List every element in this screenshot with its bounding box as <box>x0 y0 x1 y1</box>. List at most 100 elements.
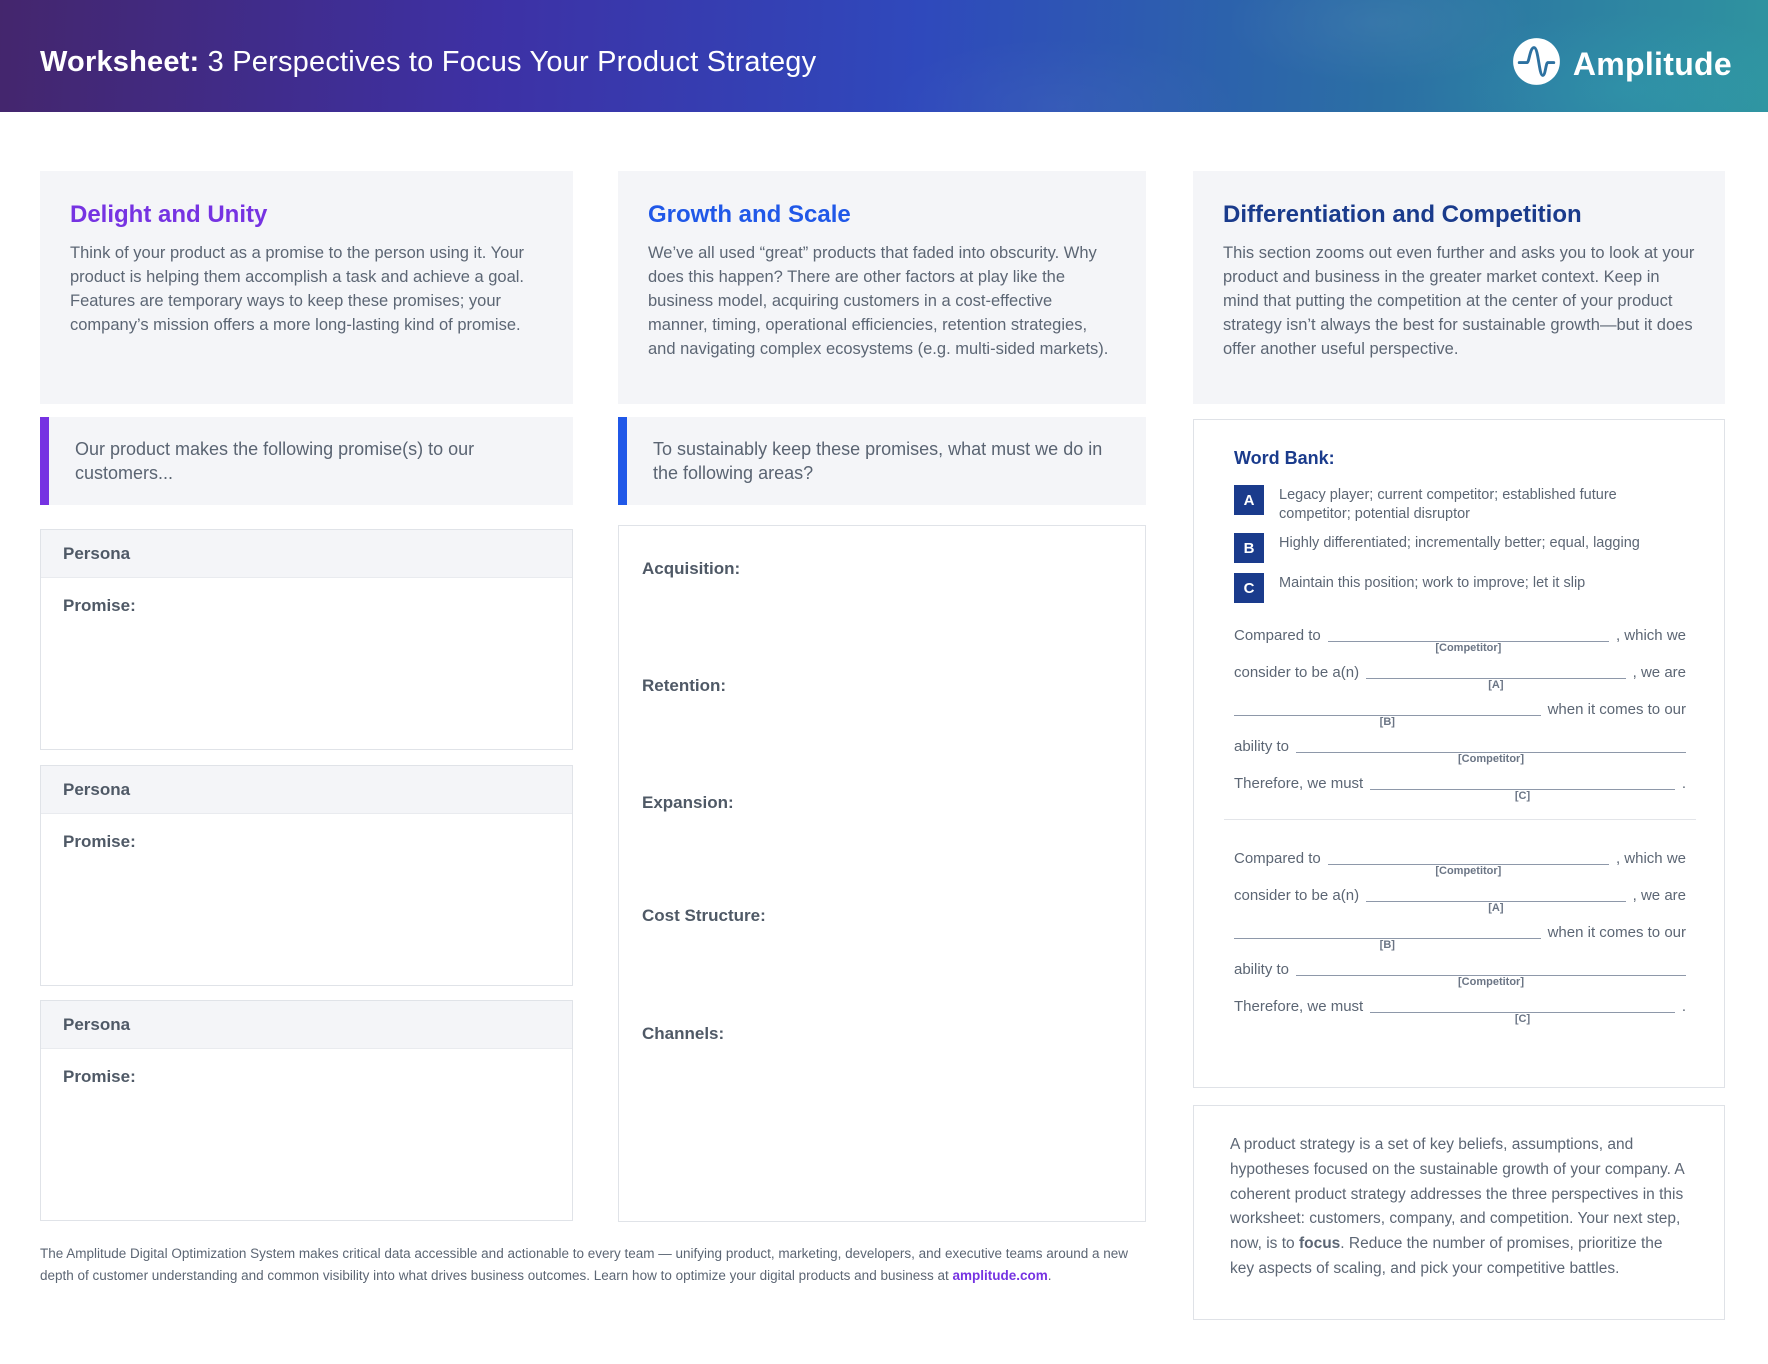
promise-label: Promise: <box>63 1067 136 1086</box>
fill-blank-competitor[interactable]: [Competitor] <box>1296 738 1686 765</box>
fill-prefix: Therefore, we must <box>1234 775 1364 793</box>
block-divider <box>1224 819 1696 821</box>
page-title-prefix: Worksheet: <box>40 46 200 78</box>
fill-suffix: . <box>1681 998 1686 1016</box>
area-field-acquisition: Acquisition: <box>642 559 741 578</box>
area-field-channels: Channels: <box>642 1024 725 1043</box>
fill-suffix: , we are <box>1632 887 1686 905</box>
wordbank-title: Word Bank: <box>1234 448 1335 468</box>
persona-card-2: Persona Promise: <box>40 765 573 986</box>
fill-blank-a[interactable]: [A] <box>1366 664 1626 691</box>
fill-suffix: when it comes to our <box>1547 701 1686 719</box>
wordbank-item-a: A Legacy player; current competitor; est… <box>1234 485 1686 523</box>
fill-row: ability to [Competitor] <box>1234 738 1686 765</box>
fill-blank-label: [A] <box>1488 679 1504 692</box>
persona-label: Persona <box>63 1014 131 1034</box>
wordbank-key-badge-b: B <box>1234 533 1264 564</box>
fill-row: [B] when it comes to our <box>1234 924 1686 951</box>
persona-label: Persona <box>63 779 131 799</box>
wordbank-item-text: Highly differentiated; incrementally bet… <box>1279 535 1640 552</box>
fill-row: consider to be a(n) [A] , we are <box>1234 887 1686 914</box>
footer-link[interactable]: amplitude.com <box>952 1267 1048 1283</box>
fill-blank-competitor[interactable]: [Competitor] <box>1327 850 1609 877</box>
fill-row: Compared to [Competitor] , which we <box>1234 850 1686 877</box>
fill-blank-label: [A] <box>1488 902 1504 915</box>
fill-suffix: . <box>1681 775 1686 793</box>
summary-card: A product strategy is a set of key belie… <box>1193 1105 1725 1320</box>
fill-blank-a[interactable]: [A] <box>1366 887 1626 914</box>
wordbank-item-b: B Highly differentiated; incrementally b… <box>1234 533 1686 564</box>
fill-suffix: , which we <box>1615 627 1686 645</box>
areas-card[interactable]: Acquisition: Retention: Expansion: Cost … <box>618 525 1146 1222</box>
fill-blank-label: [Competitor] <box>1458 753 1525 766</box>
brand-name: Amplitude <box>1572 45 1732 82</box>
wordbank-item-text: Legacy player; current competitor; estab… <box>1279 487 1617 522</box>
summary-text: A product strategy is a set of key belie… <box>1230 1133 1688 1282</box>
fill-blank-label: [C] <box>1514 1013 1531 1026</box>
fill-row: consider to be a(n) [A] , we are <box>1234 664 1686 691</box>
promise-callout: Our product makes the following promise(… <box>40 417 573 505</box>
amplitude-wave-icon <box>1512 37 1561 91</box>
fill-blank-label: [B] <box>1379 716 1395 729</box>
footer-text-before: The Amplitude Digital Optimization Syste… <box>40 1246 1129 1283</box>
persona-card-1: Persona Promise: <box>40 529 573 750</box>
fill-suffix: when it comes to our <box>1547 924 1686 942</box>
delight-intro-text: Think of your product as a promise to th… <box>70 244 525 334</box>
persona-label: Persona <box>63 543 131 563</box>
competition-intro-text: This section zooms out even further and … <box>1223 244 1695 358</box>
promise-field[interactable]: Promise: <box>41 1049 572 1220</box>
fill-prefix: ability to <box>1234 961 1290 979</box>
wordbank-item-text: Maintain this position; work to improve;… <box>1279 575 1586 592</box>
fill-blank-label: [Competitor] <box>1458 976 1525 989</box>
fill-blank-label: [Competitor] <box>1435 865 1502 878</box>
wordbank-key-badge-c: C <box>1234 573 1264 604</box>
amplitude-logo: Amplitude <box>1512 37 1732 91</box>
fill-row: ability to [Competitor] <box>1234 961 1686 988</box>
page-title: Worksheet: 3 Perspectives to Focus Your … <box>40 46 816 79</box>
competition-intro-panel: Differentiation and Competition This sec… <box>1193 171 1725 404</box>
page-title-rest: 3 Perspectives to Focus Your Product Str… <box>207 46 817 78</box>
promise-field[interactable]: Promise: <box>41 814 572 985</box>
fill-block-1: Compared to [Competitor] , which we cons… <box>1234 627 1686 802</box>
fill-blank-label: [Competitor] <box>1435 642 1502 655</box>
areas-callout: To sustainably keep these promises, what… <box>618 417 1146 505</box>
fill-blank-competitor[interactable]: [Competitor] <box>1296 961 1686 988</box>
fill-blank-competitor[interactable]: [Competitor] <box>1327 627 1609 654</box>
summary-text-before: A product strategy is a set of key belie… <box>1230 1136 1684 1253</box>
promise-callout-text: Our product makes the following promise(… <box>75 438 475 483</box>
fill-blank-c[interactable]: [C] <box>1370 775 1675 802</box>
promise-label: Promise: <box>63 832 136 851</box>
fill-prefix: ability to <box>1234 738 1290 756</box>
growth-intro-panel: Growth and Scale We’ve all used “great” … <box>618 171 1146 404</box>
footer-text-after: . <box>1047 1267 1052 1283</box>
fill-prefix: consider to be a(n) <box>1234 887 1360 905</box>
fill-row: [B] when it comes to our <box>1234 701 1686 728</box>
fill-suffix: , we are <box>1632 664 1686 682</box>
persona-card-3: Persona Promise: <box>40 1000 573 1221</box>
fill-row: Compared to [Competitor] , which we <box>1234 627 1686 654</box>
fill-blank-b[interactable]: [B] <box>1234 701 1541 728</box>
summary-text-after: . Reduce the number of promises, priorit… <box>1230 1235 1663 1277</box>
footer-text: The Amplitude Digital Optimization Syste… <box>40 1243 1148 1286</box>
wordbank-key-badge-a: A <box>1234 485 1264 515</box>
fill-blank-label: [C] <box>1514 790 1531 803</box>
wordbank-card: Word Bank: A Legacy player; current comp… <box>1193 419 1725 1088</box>
fill-row: Therefore, we must [C] . <box>1234 775 1686 802</box>
fill-blank-b[interactable]: [B] <box>1234 924 1541 951</box>
fill-prefix: consider to be a(n) <box>1234 664 1360 682</box>
areas-callout-text: To sustainably keep these promises, what… <box>653 438 1103 483</box>
fill-prefix: Therefore, we must <box>1234 998 1364 1016</box>
wordbank-item-c: C Maintain this position; work to improv… <box>1234 573 1686 604</box>
delight-heading: Delight and Unity <box>70 201 268 228</box>
persona-card-header: Persona <box>41 1001 572 1049</box>
header-bar: Worksheet: 3 Perspectives to Focus Your … <box>0 0 1768 112</box>
promise-field[interactable]: Promise: <box>41 578 572 749</box>
delight-intro-panel: Delight and Unity Think of your product … <box>40 171 573 404</box>
persona-card-header: Persona <box>41 766 572 814</box>
summary-text-bold: focus <box>1298 1235 1341 1253</box>
fill-blank-c[interactable]: [C] <box>1370 998 1675 1025</box>
persona-card-header: Persona <box>41 530 572 578</box>
competition-heading: Differentiation and Competition <box>1223 201 1582 228</box>
area-field-expansion: Expansion: <box>642 793 734 812</box>
promise-label: Promise: <box>63 596 136 615</box>
